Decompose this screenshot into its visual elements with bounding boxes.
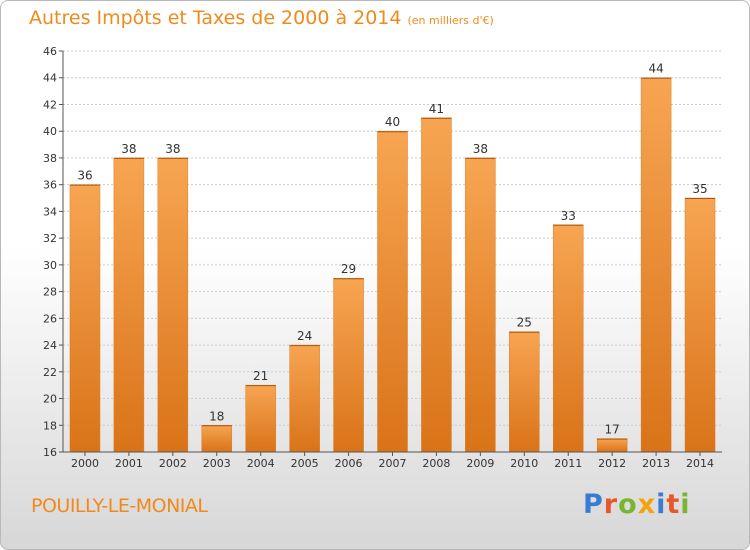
commune-name: POUILLY-LE-MONIAL bbox=[31, 495, 208, 517]
y-tick-label: 30 bbox=[43, 259, 57, 272]
y-tick-label: 40 bbox=[43, 125, 57, 138]
data-label: 44 bbox=[648, 62, 663, 76]
data-label: 35 bbox=[692, 182, 707, 196]
y-tick-label: 24 bbox=[43, 339, 57, 352]
x-tick-label: 2012 bbox=[598, 457, 626, 470]
bar bbox=[465, 157, 496, 453]
x-tick-label: 2014 bbox=[686, 457, 714, 470]
data-label: 36 bbox=[77, 169, 92, 183]
bar bbox=[684, 197, 716, 453]
data-label: 38 bbox=[165, 142, 180, 156]
data-label: 21 bbox=[253, 369, 268, 383]
data-label: 25 bbox=[517, 316, 532, 330]
chart-title-unit: (en milliers d'€) bbox=[407, 14, 494, 27]
bar bbox=[640, 77, 672, 453]
data-label: 18 bbox=[209, 409, 224, 423]
x-tick-label: 2011 bbox=[554, 457, 582, 470]
x-tick-label: 2006 bbox=[335, 457, 363, 470]
chart-title: Autres Impôts et Taxes de 2000 à 2014 (en… bbox=[29, 7, 494, 29]
bar bbox=[113, 157, 145, 453]
chart-title-main: Autres Impôts et Taxes de 2000 à 2014 bbox=[29, 7, 402, 29]
data-label: 24 bbox=[297, 329, 312, 343]
bar bbox=[245, 384, 276, 453]
y-tick-label: 38 bbox=[43, 152, 57, 165]
bar bbox=[69, 184, 101, 453]
bar bbox=[377, 130, 408, 453]
bar bbox=[333, 277, 364, 453]
y-tick-label: 22 bbox=[43, 366, 57, 379]
data-label: 41 bbox=[429, 102, 444, 116]
x-tick-label: 2002 bbox=[159, 457, 187, 470]
x-tick-label: 2005 bbox=[291, 457, 319, 470]
bar bbox=[552, 224, 584, 453]
y-tick-label: 34 bbox=[43, 205, 57, 218]
bar bbox=[289, 344, 320, 453]
y-tick-label: 46 bbox=[43, 45, 57, 58]
bar bbox=[157, 157, 189, 453]
x-tick-label: 2010 bbox=[510, 457, 538, 470]
proxiti-logo[interactable]: Proxiti bbox=[583, 489, 691, 520]
y-tick-label: 42 bbox=[43, 98, 57, 111]
x-tick-label: 2001 bbox=[115, 457, 143, 470]
x-tick-label: 2009 bbox=[466, 457, 494, 470]
bar bbox=[509, 331, 540, 453]
data-label: 40 bbox=[385, 115, 400, 129]
data-label: 38 bbox=[121, 142, 136, 156]
data-label: 17 bbox=[605, 423, 620, 437]
data-label: 29 bbox=[341, 262, 356, 276]
x-tick-label: 2000 bbox=[71, 457, 99, 470]
x-tick-label: 2007 bbox=[379, 457, 407, 470]
y-tick-label: 18 bbox=[43, 419, 57, 432]
x-tick-label: 2003 bbox=[203, 457, 231, 470]
y-tick-label: 16 bbox=[43, 446, 57, 459]
data-label: 38 bbox=[473, 142, 488, 156]
y-tick-label: 20 bbox=[43, 393, 57, 406]
y-tick-label: 44 bbox=[43, 72, 57, 85]
y-tick-label: 28 bbox=[43, 286, 57, 299]
x-tick-label: 2013 bbox=[642, 457, 670, 470]
data-label: 33 bbox=[561, 209, 576, 223]
x-tick-label: 2004 bbox=[247, 457, 275, 470]
y-tick-label: 36 bbox=[43, 179, 57, 192]
bar bbox=[596, 438, 628, 453]
x-tick-label: 2008 bbox=[422, 457, 450, 470]
y-tick-label: 32 bbox=[43, 232, 57, 245]
bar bbox=[421, 117, 452, 453]
bar bbox=[201, 425, 233, 453]
y-tick-label: 26 bbox=[43, 312, 57, 325]
